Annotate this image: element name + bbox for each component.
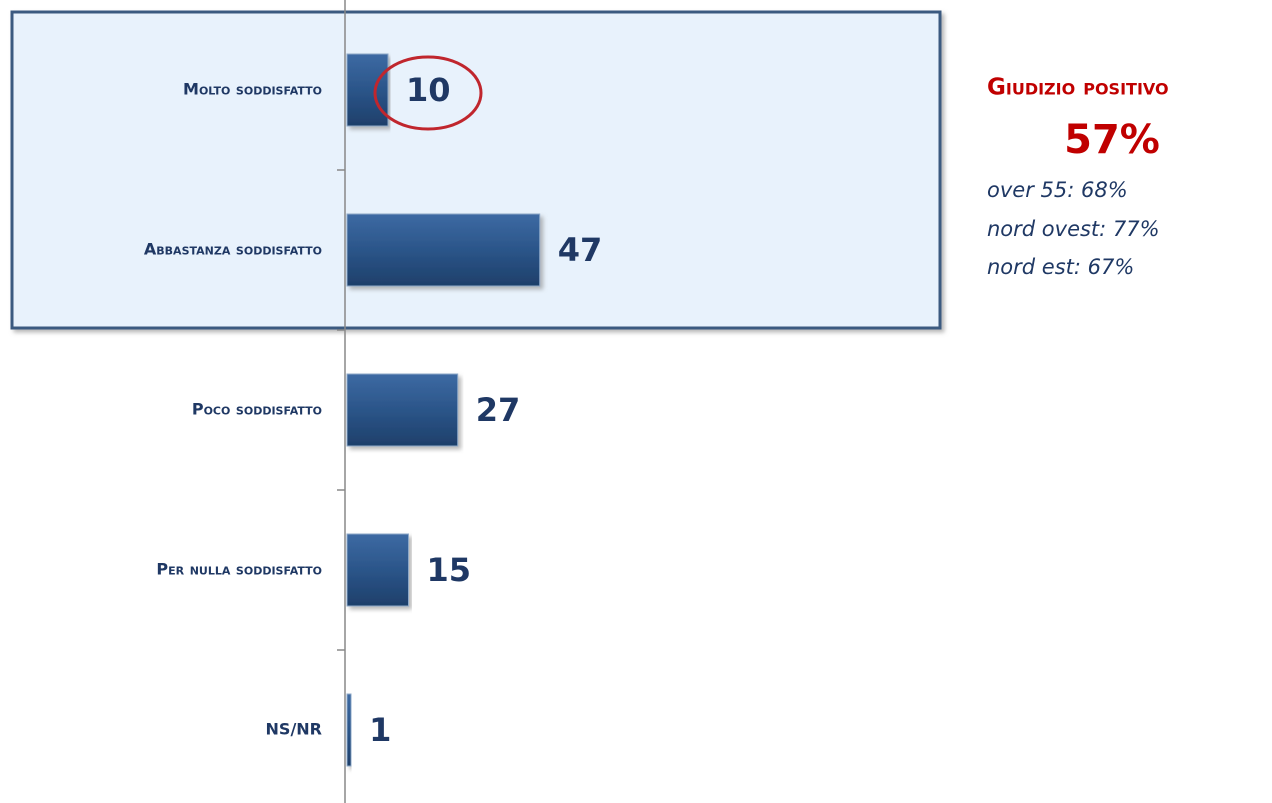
annotation-detail: over 55: 68%	[987, 178, 1128, 202]
category-label: Molto soddisfatto	[183, 80, 322, 99]
annotation-title: Giudizio positivo	[987, 75, 1169, 101]
value-label: 1	[369, 711, 391, 749]
category-label: NS/NR	[266, 720, 322, 739]
value-label: 15	[427, 551, 472, 589]
bar	[346, 693, 352, 767]
annotation-detail: nord est: 67%	[987, 255, 1134, 279]
bar	[346, 373, 459, 447]
value-label: 47	[558, 231, 603, 269]
category-label: Per nulla soddisfatto	[156, 560, 322, 579]
annotation-detail: nord ovest: 77%	[987, 217, 1160, 241]
category-label: Abbastanza soddisfatto	[144, 240, 322, 259]
value-label: 27	[476, 391, 521, 429]
annotation-total: 57%	[1064, 117, 1160, 163]
value-label: 10	[406, 71, 451, 109]
bar	[346, 213, 541, 287]
bar	[346, 53, 389, 127]
highlight-circle	[373, 55, 483, 131]
bar	[346, 533, 409, 607]
category-label: Poco soddisfatto	[192, 400, 322, 419]
